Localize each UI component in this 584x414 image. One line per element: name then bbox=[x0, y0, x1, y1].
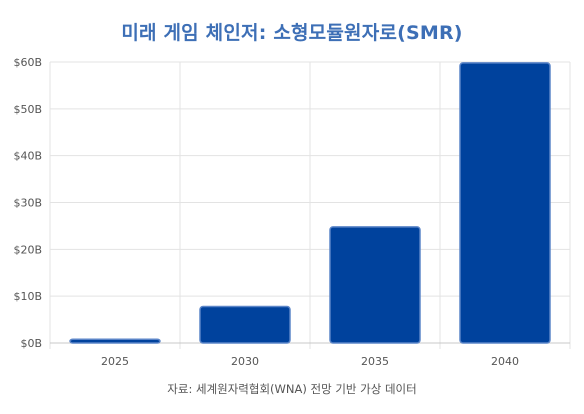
x-tick-label: 2030 bbox=[231, 355, 259, 368]
y-tick-label: $20B bbox=[13, 243, 42, 256]
y-tick-label: $40B bbox=[13, 150, 42, 163]
y-tick-label: $10B bbox=[13, 290, 42, 303]
y-tick-label: $50B bbox=[13, 103, 42, 116]
x-axis-ticks: 2025 2030 2035 2040 bbox=[101, 355, 519, 368]
bars bbox=[69, 62, 551, 344]
y-axis-ticks: $0B $10B $20B $30B $40B $50B $60B bbox=[13, 56, 42, 350]
x-tick-label: 2025 bbox=[101, 355, 129, 368]
x-tick-label: 2035 bbox=[361, 355, 389, 368]
y-tick-label: $0B bbox=[20, 337, 42, 350]
bar-2025 bbox=[69, 338, 161, 344]
bar-2035 bbox=[329, 226, 421, 344]
bar-2030 bbox=[199, 305, 291, 344]
chart-title: 미래 게임 체인저: 소형모듈원자로(SMR) bbox=[121, 22, 463, 44]
source-note: 자료: 세계원자력협회(WNA) 전망 기반 가상 데이터 bbox=[167, 382, 417, 396]
bar-2040 bbox=[459, 62, 551, 344]
y-tick-label: $30B bbox=[13, 197, 42, 210]
y-tick-label: $60B bbox=[13, 56, 42, 69]
x-tick-label: 2040 bbox=[491, 355, 519, 368]
